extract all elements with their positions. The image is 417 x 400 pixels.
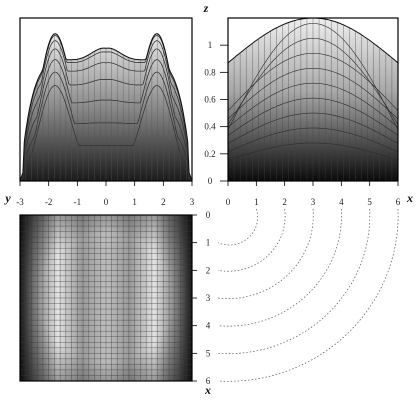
y-tick-label: -1	[74, 197, 82, 207]
x-right-tick-label: 6	[206, 376, 211, 386]
x-tick-label: 6	[396, 197, 401, 207]
z-tick-label: 0.8	[204, 67, 216, 77]
z-axis-ticks: 0 0.2 0.4 0.6 0.8 1	[204, 18, 229, 186]
x-tick-label: 3	[311, 197, 316, 207]
projection-arc	[217, 208, 342, 327]
z-tick-label: 0	[208, 176, 213, 186]
projection-arc	[217, 208, 286, 272]
y-tick-label: 3	[190, 197, 195, 207]
projection-arc	[217, 208, 399, 382]
front-surface	[20, 18, 192, 181]
y-axis-label: y	[3, 191, 11, 205]
x-right-tick-label: 5	[206, 348, 211, 358]
z-tick-label: 0.4	[204, 122, 216, 132]
x-right-tick-label: 1	[206, 238, 211, 248]
x-tick-label: 1	[254, 197, 259, 207]
z-tick-label: 0.2	[204, 149, 215, 159]
x-axis-right-ticks: 0 1 2 3 4 5 6	[192, 210, 211, 386]
x-right-tick-label: 4	[206, 321, 211, 331]
x-tick-label: 2	[282, 197, 287, 207]
x-right-tick-label: 2	[206, 265, 211, 275]
top-view-panel	[19, 214, 193, 382]
projection-arc	[217, 208, 258, 246]
projection-arc	[217, 208, 314, 299]
y-tick-label: -2	[45, 197, 53, 207]
y-axis-ticks: -3 -2 -1 0 1 2 3	[16, 181, 195, 207]
z-axis-label: z	[203, 1, 209, 15]
x-axis-top-ticks: 0 1 2 3 4 5 6	[226, 181, 401, 207]
x-tick-label: 4	[339, 197, 344, 207]
top-grid	[20, 215, 192, 381]
side-surface	[228, 18, 398, 181]
z-tick-label: 0.6	[204, 95, 216, 105]
x-axis-label-top: x	[406, 191, 413, 205]
y-tick-label: -3	[16, 197, 24, 207]
projection-arc	[217, 208, 371, 355]
x-tick-label: 0	[226, 197, 231, 207]
projection-arcs	[217, 208, 399, 382]
z-tick-label: 1	[208, 40, 213, 50]
y-tick-label: 1	[132, 197, 137, 207]
front-view-panel	[19, 17, 193, 182]
x-axis-label-right: x	[204, 383, 211, 397]
y-tick-label: 2	[161, 197, 166, 207]
y-tick-label: 0	[104, 197, 109, 207]
side-view-panel	[227, 17, 399, 182]
x-right-tick-label: 0	[206, 210, 211, 220]
x-tick-label: 5	[367, 197, 372, 207]
x-right-tick-label: 3	[206, 293, 211, 303]
